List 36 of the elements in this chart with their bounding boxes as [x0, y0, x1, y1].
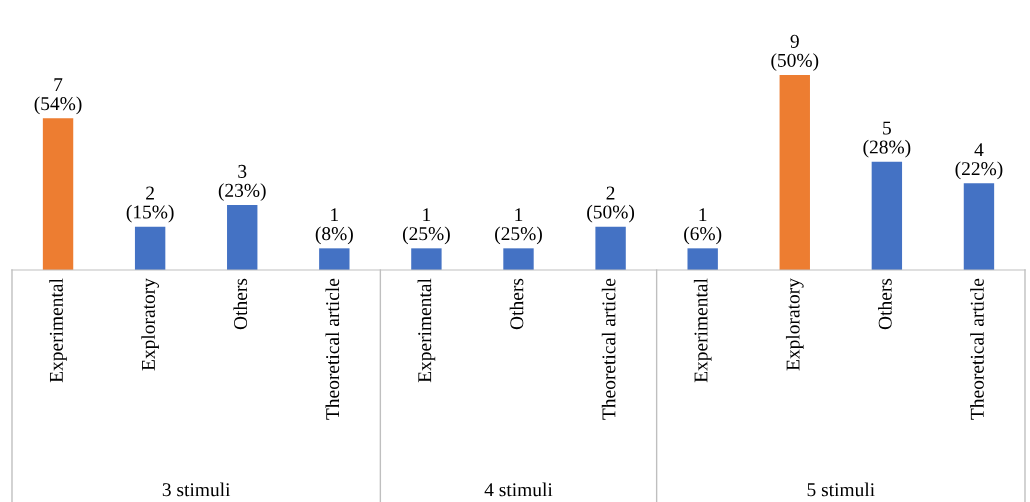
x-tick-label: Theoretical article [325, 278, 340, 420]
bar [42, 118, 74, 270]
x-tick-label: Theoretical article [601, 278, 616, 420]
data-label: 3 (23%) [218, 164, 266, 201]
data-label: 4 (22%) [955, 143, 1003, 180]
bar [134, 226, 166, 270]
x-tick-label: Exploratory [141, 278, 159, 371]
data-label: 1 (25%) [402, 208, 450, 245]
bar [227, 205, 258, 270]
bar [779, 75, 810, 270]
x-tick-label: Experimental [49, 278, 67, 383]
x-tick-label: Experimental [417, 278, 436, 383]
data-label: 1 (6%) [684, 208, 722, 245]
bar [963, 183, 995, 270]
x-tick-label: Others [509, 278, 524, 330]
x-tick-label: Theoretical article [970, 278, 984, 420]
text: 4 stimuli [484, 482, 553, 497]
bar [687, 248, 718, 270]
x-tick-label: Others [878, 278, 892, 330]
bar [411, 248, 442, 270]
data-label: 2 (15%) [126, 186, 174, 223]
data-label: 1 (25%) [495, 208, 542, 245]
data-label: 7 (54%) [34, 78, 82, 115]
text: 5 stimuli [807, 482, 875, 497]
bar [503, 248, 534, 270]
x-tick-label: Exploratory [785, 278, 804, 371]
data-label: 1 (8%) [315, 208, 353, 245]
bar [871, 161, 903, 270]
x-tick-label: Experimental [693, 278, 712, 383]
data-label: 5 (28%) [863, 121, 911, 158]
bar [319, 248, 350, 270]
bar [595, 226, 626, 270]
x-tick-label: Others [233, 278, 248, 330]
text: 3 stimuli [162, 482, 231, 497]
data-label: 2 (50%) [587, 186, 635, 223]
data-label: 9 (50%) [771, 34, 819, 71]
